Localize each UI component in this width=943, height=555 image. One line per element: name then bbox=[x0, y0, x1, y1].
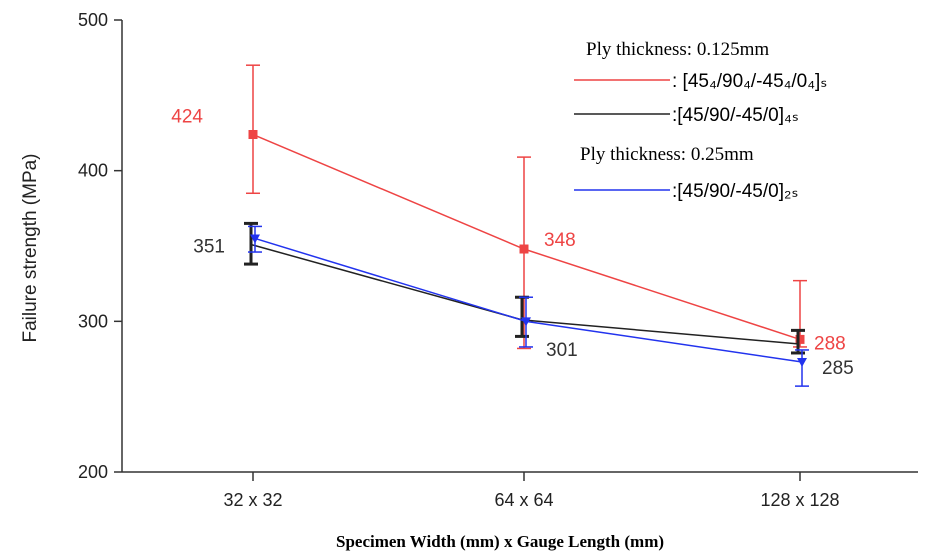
series-2 bbox=[248, 225, 809, 387]
legend-heading: Ply thickness: 0.25mm bbox=[580, 144, 754, 165]
legend-entry: :[45/90/-45/0]₂ₛ bbox=[672, 181, 798, 202]
data-point bbox=[248, 130, 258, 140]
series-line bbox=[254, 237, 803, 363]
y-tick-label: 200 bbox=[78, 462, 108, 482]
legend-heading: Ply thickness: 0.125mm bbox=[586, 39, 769, 60]
x-tick-label: 128 x 128 bbox=[760, 490, 839, 510]
data-label: 348 bbox=[544, 230, 576, 251]
data-label: 424 bbox=[171, 107, 203, 128]
data-label: 301 bbox=[546, 340, 578, 361]
legend: Ply thickness: 0.125mm Ply thickness: 0.2… bbox=[574, 39, 827, 202]
data-point bbox=[797, 358, 807, 368]
data-label: 285 bbox=[822, 358, 854, 379]
x-tick-label: 64 x 64 bbox=[494, 490, 553, 510]
y-tick-label: 500 bbox=[78, 10, 108, 30]
x-axis-title: Specimen Width (mm) x Gauge Length (mm) bbox=[336, 532, 664, 551]
series-0 bbox=[246, 64, 807, 350]
axes: 200 300 400 500 32 x 32 64 x 64 128 x 128 bbox=[78, 10, 918, 510]
y-axis-title: Failure strength (MPa) bbox=[20, 153, 41, 342]
data-point bbox=[250, 234, 260, 244]
x-tick-label: 32 x 32 bbox=[223, 490, 282, 510]
data-label: 351 bbox=[193, 236, 225, 257]
legend-entry: : [45₄/90₄/-45₄/0₄]ₛ bbox=[672, 71, 827, 92]
data-point bbox=[521, 317, 531, 327]
y-tick-label: 300 bbox=[78, 311, 108, 331]
data-label: 288 bbox=[814, 333, 846, 354]
data-point bbox=[795, 334, 805, 344]
data-point bbox=[519, 244, 529, 254]
series-layer bbox=[244, 64, 809, 387]
data-labels: 424 348 288 351 301 285 bbox=[171, 107, 853, 379]
legend-entry: :[45/90/-45/0]₄ₛ bbox=[672, 105, 799, 126]
y-tick-label: 400 bbox=[78, 161, 108, 181]
